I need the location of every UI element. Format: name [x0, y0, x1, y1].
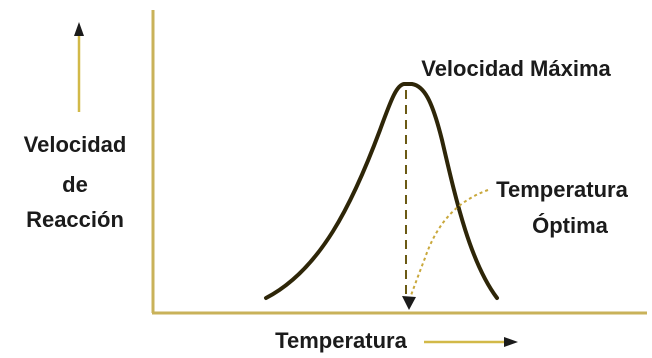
y-direction-arrow [74, 22, 84, 112]
optimum-label-line-2: Óptima [532, 213, 609, 238]
x-direction-arrow [424, 337, 518, 347]
optimum-label-line-1: Temperatura [496, 177, 628, 202]
peak-label: Velocidad Máxima [421, 56, 611, 81]
reaction-rate-curve [264, 82, 499, 300]
y-axis-label-line-1: Velocidad [24, 132, 127, 157]
y-axis-label-line-2: de [62, 172, 88, 197]
y-axis-label-line-3: Reacción [26, 207, 124, 232]
optimum-pointer-arrow [402, 189, 489, 310]
x-axis-label: Temperatura [275, 328, 407, 353]
